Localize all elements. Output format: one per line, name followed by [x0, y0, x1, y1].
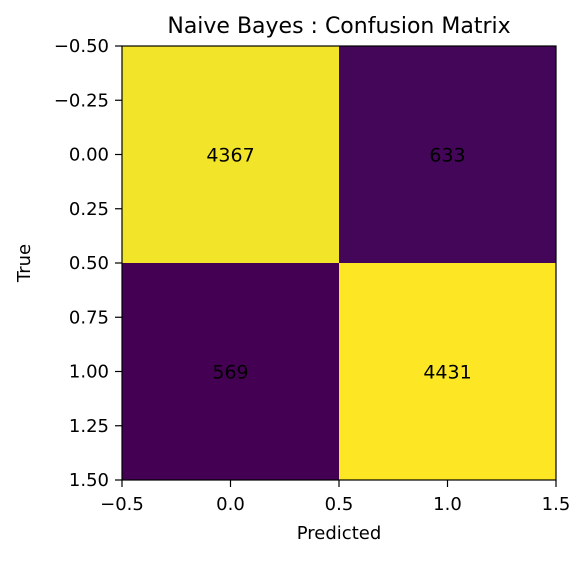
cell-value-label-0-0: 4367 — [206, 145, 254, 167]
heatmap-cell-1-1 — [339, 263, 556, 480]
y-tick-label-7: 1.25 — [69, 416, 109, 437]
x-axis-ticks: −0.5 0.0 0.5 1.0 1.5 — [100, 480, 570, 515]
x-tick-label-3: 1.0 — [433, 494, 462, 515]
heatmap-cell-0-0 — [122, 46, 339, 263]
x-tick-label-2: 0.5 — [325, 494, 354, 515]
cell-value-label-0-1: 633 — [429, 145, 465, 167]
y-axis-label: True — [14, 244, 35, 283]
y-tick-label-6: 1.00 — [69, 362, 109, 383]
x-axis-label: Predicted — [297, 523, 382, 544]
x-tick-label-1: 0.0 — [216, 494, 245, 515]
y-tick-label-3: 0.25 — [69, 199, 109, 220]
y-tick-label-8: 1.50 — [69, 470, 109, 491]
cell-value-label-1-0: 569 — [212, 362, 248, 384]
y-tick-label-0: −0.50 — [54, 36, 109, 57]
heatmap-cell-1-0 — [122, 263, 339, 480]
chart-title: Naive Bayes : Confusion Matrix — [167, 14, 510, 39]
heatmap-cells — [122, 46, 556, 480]
y-tick-label-1: −0.25 — [54, 90, 109, 111]
y-axis-ticks: −0.50 −0.25 0.00 0.25 0.50 0.75 1.00 1.25 1.50 — [54, 36, 122, 491]
x-tick-label-4: 1.5 — [542, 494, 571, 515]
x-tick-label-0: −0.5 — [100, 494, 144, 515]
cell-value-label-1-1: 4431 — [423, 362, 471, 384]
y-tick-label-5: 0.75 — [69, 307, 109, 328]
cell-value-labels: 4367 633 569 4431 — [206, 145, 471, 384]
y-tick-label-4: 0.50 — [69, 253, 109, 274]
heatmap-cell-0-1 — [339, 46, 556, 263]
y-tick-label-2: 0.00 — [69, 145, 109, 166]
